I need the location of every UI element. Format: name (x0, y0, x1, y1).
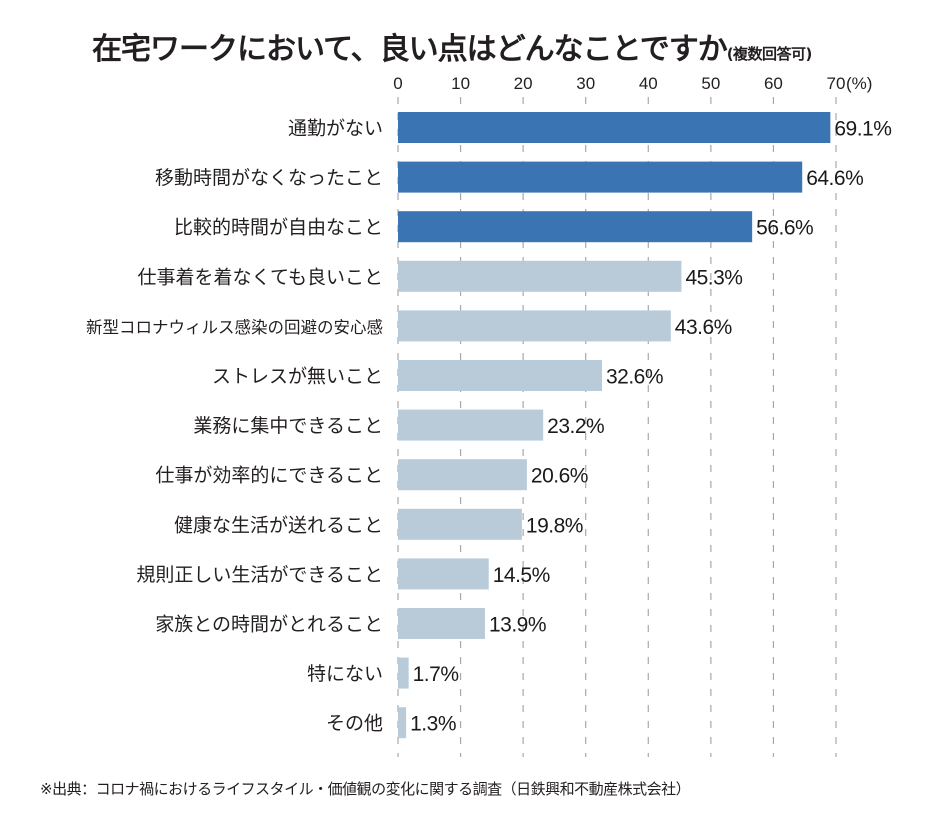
x-tick-label: 70 (827, 74, 846, 93)
chart-title-main: 在宅ワークにおいて、良い点はどんなことですか (92, 32, 728, 67)
category-label: 仕事着を着なくても良いこと (138, 266, 383, 288)
x-tick-label: 10 (451, 74, 470, 93)
bar (398, 310, 671, 342)
category-label: 新型コロナウィルス感染の回避の安心感 (86, 318, 383, 337)
bar (398, 459, 527, 491)
category-label: 健康な生活が送れること (174, 514, 383, 536)
bar (398, 409, 544, 441)
bar (398, 260, 682, 292)
x-tick-label: 50 (701, 74, 720, 93)
source-note: ※出典：コロナ禍におけるライフスタイル・価値観の変化に関する調査（日鉄興和不動産… (40, 780, 691, 798)
value-label: 14.5% (493, 564, 550, 587)
value-label: 64.6% (806, 167, 863, 190)
value-label: 43.6% (675, 316, 732, 339)
category-label: その他 (326, 713, 383, 735)
bar (398, 112, 831, 143)
bar (398, 161, 803, 193)
x-tick-label: 60 (764, 74, 783, 93)
value-label: 45.3% (685, 266, 742, 289)
bar (398, 508, 522, 540)
x-tick-label: 40 (639, 74, 658, 93)
x-axis-unit-label: (%) (846, 74, 872, 93)
x-tick-label: 20 (514, 74, 533, 93)
value-label: 69.1% (834, 118, 891, 141)
category-labels: 通勤がない移動時間がなくなったこと比較的時間が自由なこと仕事着を着なくても良いこ… (86, 118, 383, 735)
chart-subtitle: (複数回答可) (726, 45, 813, 63)
value-label: 1.7% (413, 663, 459, 686)
value-label: 32.6% (606, 366, 663, 389)
bar (398, 608, 485, 639)
value-label: 19.8% (526, 514, 583, 537)
x-tick-label: 0 (393, 74, 402, 93)
value-label: 23.2% (547, 415, 604, 438)
grid-lines (397, 97, 837, 757)
value-label: 20.6% (531, 465, 588, 488)
category-label: 家族との時間がとれること (155, 614, 383, 636)
category-label: 特にない (307, 663, 383, 685)
category-label: 規則正しい生活ができること (136, 564, 383, 586)
bar (398, 360, 602, 391)
category-label: 仕事が効率的にできること (155, 465, 383, 487)
bar (398, 707, 407, 739)
chart-title: 在宅ワークにおいて、良い点はどんなことですか(複数回答可) (92, 24, 812, 68)
bars (398, 112, 831, 739)
x-tick-label: 30 (576, 74, 595, 93)
x-axis-ticks: 0 10 20 30 40 50 60 70 (%) (393, 74, 872, 93)
category-label: ストレスが無いこと (212, 366, 383, 388)
category-label: 通勤がない (288, 118, 383, 140)
bar (398, 211, 753, 243)
bar (398, 558, 489, 590)
category-label: 業務に集中できること (193, 415, 383, 437)
value-label: 56.6% (756, 217, 813, 240)
category-label: 比較的時間が自由なこと (174, 217, 383, 239)
value-label: 1.3% (410, 713, 456, 736)
value-label: 13.9% (489, 614, 546, 637)
category-label: 移動時間がなくなったこと (155, 167, 383, 189)
value-labels: 69.1% 64.6% 56.6% 45.3% 43.6% 32.6% 23.2% 20.6%… (410, 118, 892, 736)
bar (398, 657, 409, 689)
